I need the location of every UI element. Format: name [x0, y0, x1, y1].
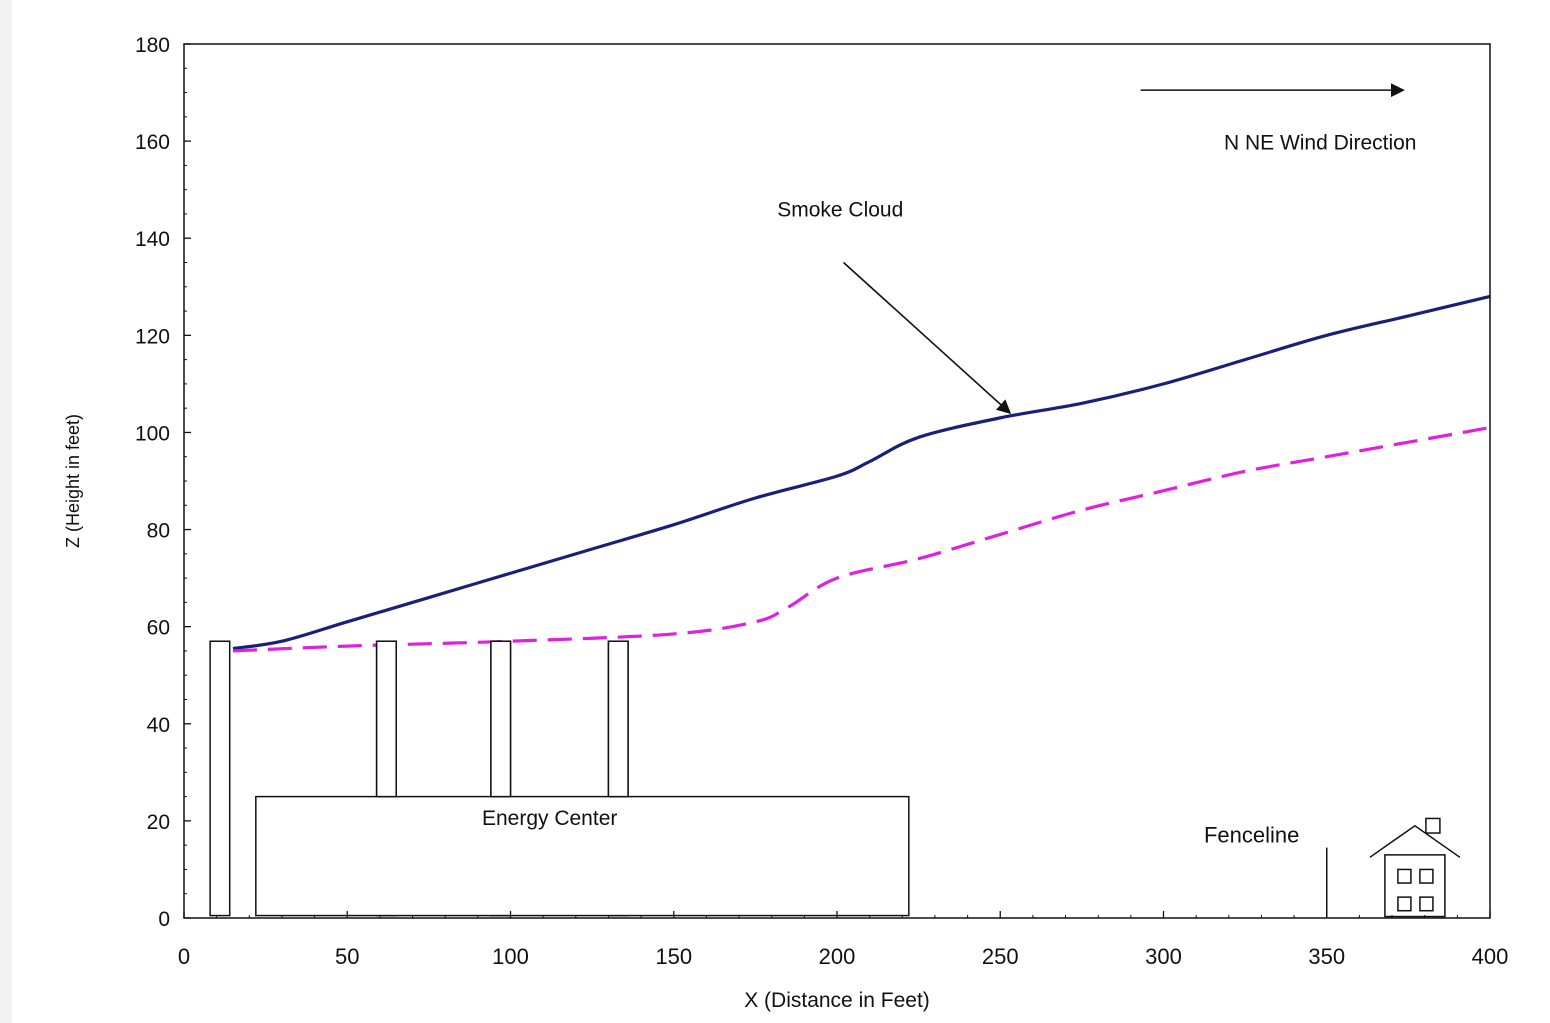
y-tick-label-80: 80: [147, 520, 170, 543]
smoke-cloud-line: [232, 294, 1491, 651]
smoke-cloud-pointer-arrow: [842, 261, 1012, 414]
scene-group: [209, 83, 1461, 918]
fenceline-label: Fenceline: [1204, 823, 1299, 848]
x-tick-label-0: 0: [178, 944, 190, 969]
y-tick-label-40: 40: [147, 714, 170, 737]
house-window-4: [1419, 896, 1434, 912]
x-tick-label-300: 300: [1145, 944, 1182, 969]
x-tick-label-150: 150: [655, 944, 692, 969]
y-tick-label-140: 140: [135, 228, 170, 251]
y-tick-label-0: 0: [158, 908, 170, 931]
y-tick-label-180: 180: [135, 34, 170, 57]
y-tick-label-20: 20: [147, 811, 170, 834]
house-chimney: [1425, 817, 1441, 834]
x-axis-label: X (Distance in Feet): [744, 989, 930, 1012]
dashed-plume-line: [232, 426, 1491, 653]
x-tick-label-200: 200: [819, 944, 856, 969]
series-group: [232, 294, 1491, 653]
smoke-cloud-label: Smoke Cloud: [777, 198, 903, 221]
house-window-1: [1397, 868, 1412, 884]
house-roof: [1369, 824, 1461, 858]
axes-group: 0 50 100 150 200 250 300 350 400 0 20 40 60 80 100 120 1…: [135, 34, 1508, 969]
house-body: [1384, 854, 1446, 918]
stack-top-4: [607, 640, 629, 798]
house-window-3: [1397, 896, 1412, 912]
stack-1: [209, 640, 231, 917]
stack-top-2: [375, 640, 397, 798]
stack-top-3: [490, 640, 512, 798]
wind-direction-label: N NE Wind Direction: [1224, 131, 1417, 154]
house-window-2: [1419, 868, 1434, 884]
y-tick-label-160: 160: [135, 131, 170, 154]
y-tick-label-100: 100: [135, 422, 170, 445]
x-tick-label-50: 50: [335, 944, 359, 969]
y-tick-label-60: 60: [147, 617, 170, 640]
energy-center-label: Energy Center: [482, 807, 617, 830]
chart-frame: 0 50 100 150 200 250 300 350 400 0 20 40 60 80 100 120 1…: [12, 0, 1550, 1023]
energy-center-building: [255, 795, 910, 917]
x-tick-label-400: 400: [1472, 944, 1509, 969]
x-tick-label-100: 100: [492, 944, 529, 969]
height-vs-distance-chart: 0 50 100 150 200 250 300 350 400 0 20 40 60 80 100 120 1…: [63, 34, 1508, 1012]
x-tick-label-250: 250: [982, 944, 1019, 969]
y-tick-label-120: 120: [135, 325, 170, 348]
house-icon: [1369, 817, 1461, 918]
labels-group: X (Distance in Feet) Z (Height in feet) …: [63, 131, 1417, 1012]
y-axis-label: Z (Height in feet): [63, 414, 83, 548]
x-tick-label-350: 350: [1308, 944, 1345, 969]
